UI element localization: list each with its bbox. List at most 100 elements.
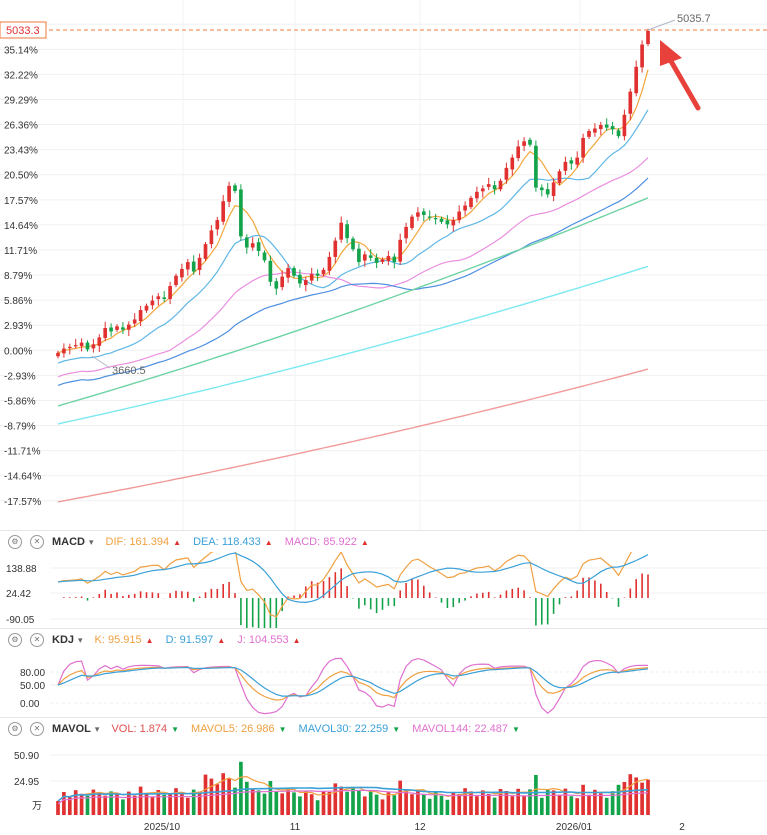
candlestick[interactable]	[392, 253, 397, 269]
candlestick[interactable]	[492, 180, 497, 195]
candlestick[interactable]	[91, 339, 96, 353]
candlestick[interactable]	[368, 249, 373, 261]
candlestick[interactable]	[516, 140, 521, 162]
candlestick[interactable]	[534, 140, 538, 192]
candlestick[interactable]	[109, 323, 113, 337]
candlestick[interactable]	[103, 321, 108, 342]
candlestick[interactable]	[593, 123, 597, 137]
candlestick[interactable]	[634, 60, 639, 97]
candlestick[interactable]	[168, 281, 172, 305]
candlestick[interactable]	[522, 137, 526, 152]
candlestick[interactable]	[575, 151, 580, 168]
candlestick[interactable]	[185, 258, 190, 276]
price-chart[interactable]: 38.07%35.14%32.22%29.29%26.36%23.43%20.5…	[0, 0, 767, 530]
candlestick[interactable]	[121, 322, 125, 334]
candlestick[interactable]	[616, 128, 621, 139]
candlestick[interactable]	[298, 269, 302, 288]
candlestick[interactable]	[126, 321, 131, 336]
candlestick[interactable]	[333, 237, 338, 264]
candlestick[interactable]	[463, 201, 467, 216]
candlestick[interactable]	[469, 195, 473, 210]
candlestick[interactable]	[292, 265, 296, 278]
macd-chart[interactable]: 138.88 24.42 -90.05	[0, 552, 767, 628]
candlestick[interactable]	[73, 338, 78, 349]
candlestick[interactable]	[498, 178, 503, 192]
candlestick[interactable]	[427, 210, 432, 221]
candlestick[interactable]	[504, 162, 509, 184]
candlestick[interactable]	[545, 182, 550, 198]
candlestick[interactable]	[569, 157, 574, 170]
candlestick[interactable]	[115, 324, 119, 333]
candlestick[interactable]	[309, 267, 314, 284]
candlestick[interactable]	[416, 207, 420, 221]
candlestick[interactable]	[315, 269, 320, 282]
candlestick[interactable]	[85, 340, 90, 352]
candlestick[interactable]	[362, 251, 367, 267]
candlestick[interactable]	[191, 255, 196, 275]
candlestick[interactable]	[233, 183, 237, 194]
candlestick[interactable]	[274, 278, 279, 295]
candlestick[interactable]	[528, 137, 532, 147]
candlestick[interactable]	[510, 154, 515, 176]
candlestick[interactable]	[180, 263, 184, 282]
candlestick[interactable]	[215, 216, 220, 236]
candlestick[interactable]	[445, 215, 450, 229]
candlestick[interactable]	[646, 28, 650, 47]
candlestick[interactable]	[268, 255, 273, 286]
candlestick[interactable]	[622, 109, 627, 141]
candlestick[interactable]	[486, 177, 491, 191]
chevron-down-icon[interactable]: ▾	[89, 536, 94, 547]
candlestick[interactable]	[581, 133, 585, 163]
candlestick[interactable]	[244, 234, 249, 254]
candlestick[interactable]	[303, 276, 308, 292]
gear-icon[interactable]: ⚙	[8, 535, 22, 549]
candlestick[interactable]	[439, 216, 444, 224]
candlestick[interactable]	[386, 250, 391, 266]
candlestick[interactable]	[79, 338, 84, 352]
candlestick[interactable]	[421, 208, 426, 222]
candlestick[interactable]	[221, 195, 226, 225]
close-icon[interactable]: ✕	[30, 722, 44, 736]
candlestick[interactable]	[197, 253, 202, 276]
candlestick[interactable]	[598, 121, 603, 136]
candlestick[interactable]	[640, 40, 644, 73]
candlestick[interactable]	[551, 178, 556, 202]
candlestick[interactable]	[56, 350, 60, 359]
candlestick[interactable]	[345, 220, 349, 244]
gear-icon[interactable]: ⚙	[8, 633, 22, 647]
candlestick[interactable]	[262, 250, 267, 263]
candlestick[interactable]	[227, 181, 231, 208]
candlestick[interactable]	[610, 121, 615, 135]
candlestick[interactable]	[203, 241, 208, 261]
close-icon[interactable]: ✕	[30, 633, 44, 647]
candlestick[interactable]	[380, 257, 385, 265]
candlestick[interactable]	[250, 236, 255, 251]
candlestick[interactable]	[132, 313, 137, 327]
price-chart-canvas[interactable]: 38.07%35.14%32.22%29.29%26.36%23.43%20.5…	[0, 0, 767, 530]
candlestick[interactable]	[433, 213, 438, 225]
candlestick[interactable]	[557, 169, 562, 186]
candlestick[interactable]	[539, 184, 544, 197]
candlestick[interactable]	[480, 185, 485, 198]
candlestick[interactable]	[404, 222, 408, 244]
volume-chart[interactable]: 50.90 24.95 万 2025/10 11 12 2026/01 2	[0, 739, 767, 835]
candlestick[interactable]	[97, 334, 102, 353]
candlestick[interactable]	[62, 343, 66, 358]
chevron-down-icon[interactable]: ▾	[78, 634, 83, 645]
candlestick[interactable]	[374, 253, 379, 269]
candlestick[interactable]	[451, 216, 456, 232]
candlestick[interactable]	[209, 225, 214, 249]
chevron-down-icon[interactable]: ▾	[94, 723, 100, 734]
candlestick[interactable]	[628, 88, 633, 120]
candlestick[interactable]	[150, 295, 155, 310]
candlestick[interactable]	[475, 186, 479, 203]
candlestick[interactable]	[162, 291, 167, 303]
candlestick[interactable]	[239, 184, 243, 241]
candlestick[interactable]	[604, 118, 609, 131]
candlestick[interactable]	[256, 238, 261, 257]
candlestick[interactable]	[280, 270, 285, 291]
candlestick[interactable]	[286, 263, 290, 283]
candlestick[interactable]	[410, 214, 414, 231]
kdj-chart[interactable]: 80.00 50.00 0.00	[0, 650, 767, 716]
candlestick[interactable]	[144, 303, 149, 313]
